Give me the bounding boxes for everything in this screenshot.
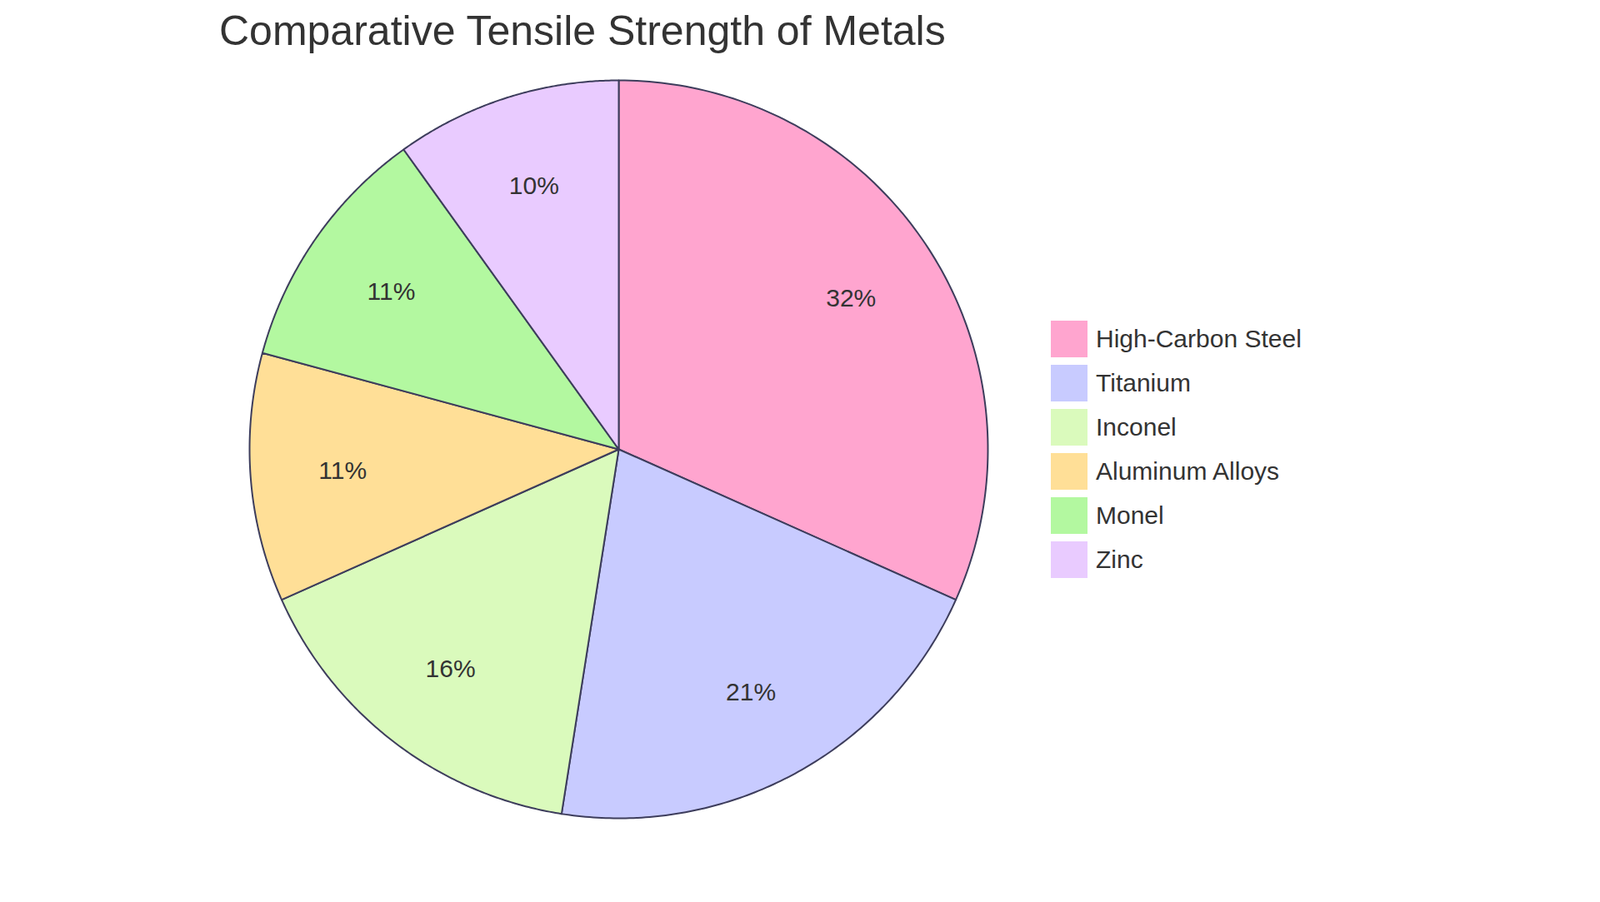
svg-text:11%: 11% bbox=[367, 277, 416, 305]
svg-text:32%: 32% bbox=[825, 284, 876, 312]
html-text:High-Carbon Steel: High-Carbon Steel bbox=[1095, 324, 1302, 353]
svg-text:10%: 10% bbox=[509, 171, 560, 200]
svg-text:21%: 21% bbox=[725, 678, 776, 706]
svg-text:16%: 16% bbox=[425, 655, 476, 683]
html-text:Inconel: Inconel bbox=[1095, 412, 1177, 441]
html-text:Aluminum Alloys: Aluminum Alloys bbox=[1095, 457, 1280, 485]
html-text:Titanium: Titanium bbox=[1095, 368, 1191, 397]
svg-text:11%: 11% bbox=[318, 456, 367, 485]
html-text:Monel: Monel bbox=[1095, 501, 1164, 529]
html-text:Comparative Tensile Strength o: Comparative Tensile Strength of Metals bbox=[219, 7, 946, 55]
html-text:Zinc: Zinc bbox=[1095, 545, 1144, 573]
